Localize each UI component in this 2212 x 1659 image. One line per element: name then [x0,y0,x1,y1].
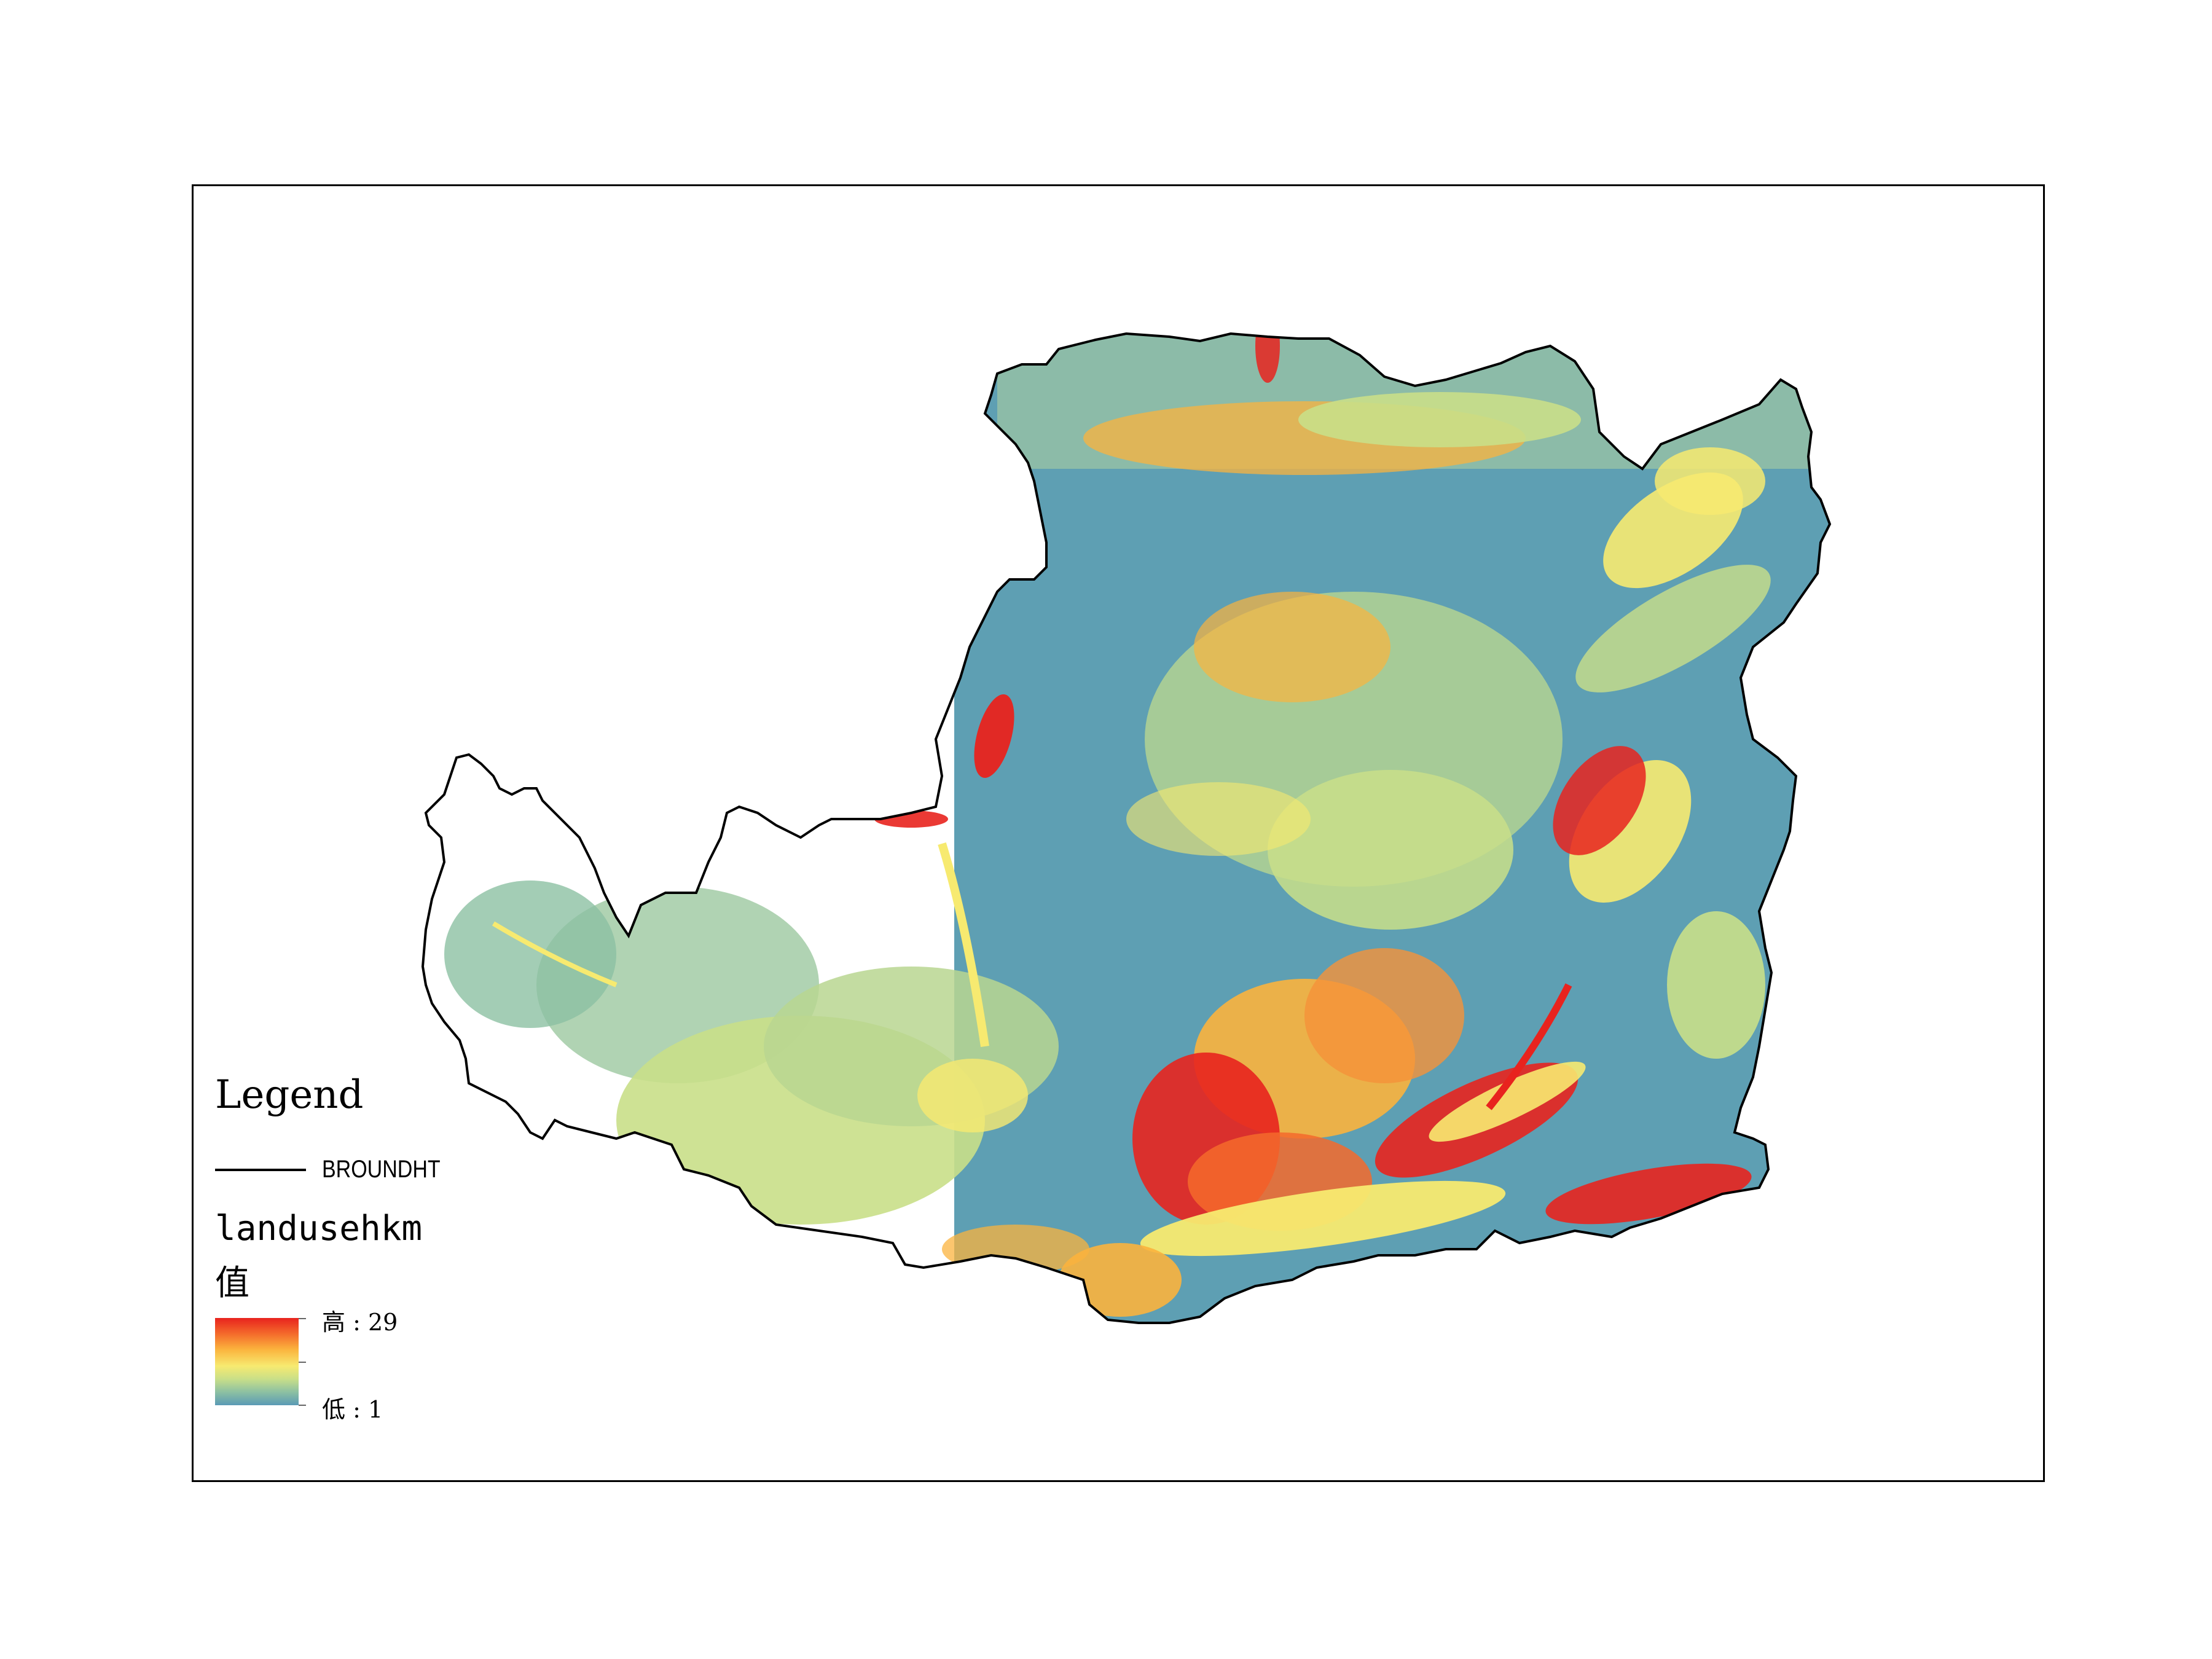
legend-title: Legend [215,1072,364,1118]
legend: Legend BROUNDHT landusehkm 值 高 : 29 低 : … [214,1072,533,1429]
ramp-high-label: 高 : 29 [322,1309,398,1336]
color-ramp [215,1318,299,1405]
map-frame [192,184,2045,1482]
ramp-low-label: 低 : 1 [322,1396,383,1423]
land-use-raster [444,334,1830,1323]
boundary-layer-label: BROUNDHT [322,1156,441,1183]
ramp-tick-low [299,1405,306,1406]
boundary-line-symbol [215,1169,306,1171]
raster-layer-name: landusehkm [215,1209,423,1249]
ramp-tick-high [299,1318,306,1319]
ramp-tick-mid [299,1362,306,1363]
map-canvas [422,332,1831,1324]
value-heading: 值 [215,1263,249,1303]
